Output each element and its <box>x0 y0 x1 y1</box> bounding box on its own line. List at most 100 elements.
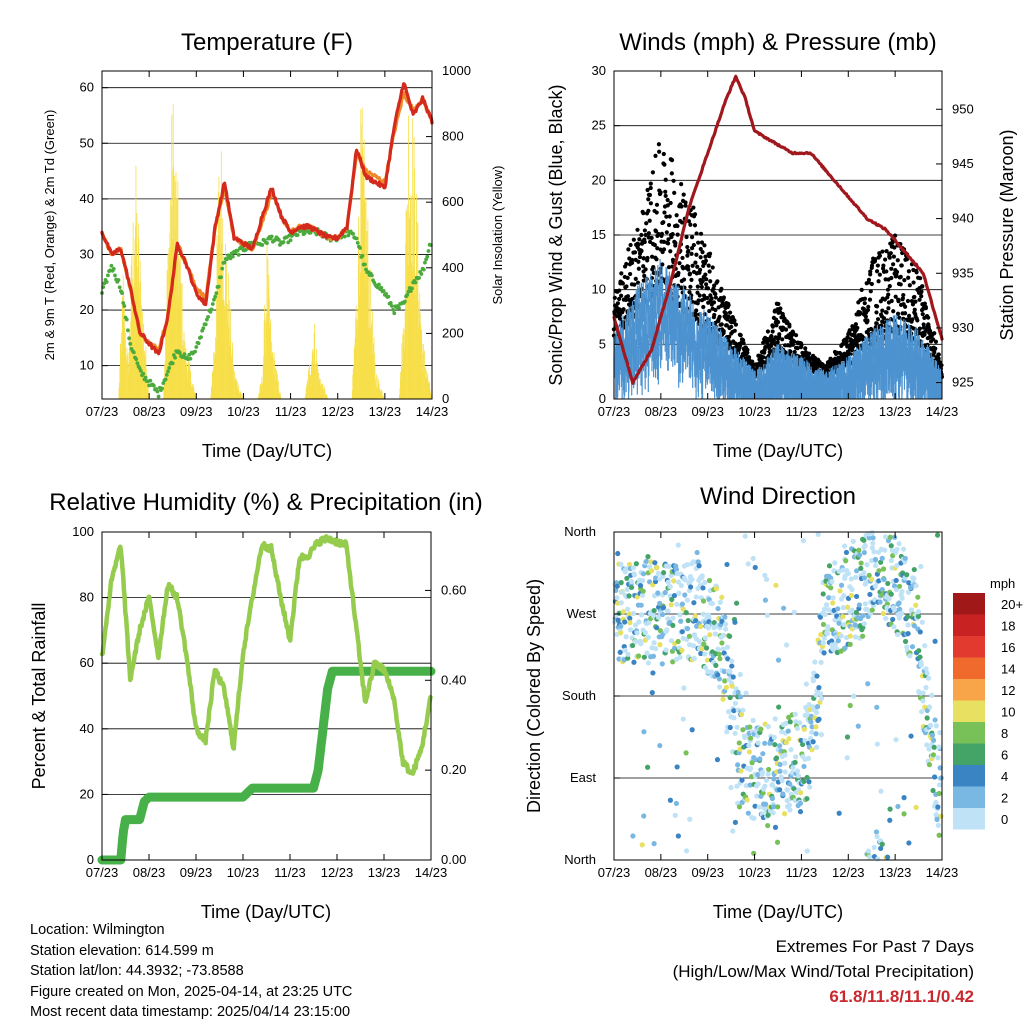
direction-point <box>847 633 853 639</box>
gust-point <box>780 337 785 342</box>
gust-point <box>777 332 782 337</box>
direction-point <box>880 610 886 617</box>
direction-point <box>763 777 770 783</box>
direction-point <box>711 619 717 626</box>
gust-point <box>914 270 919 275</box>
direction-point <box>925 675 932 681</box>
direction-point <box>916 648 922 654</box>
direction-point <box>675 542 681 548</box>
direction-point <box>869 545 875 551</box>
station-location: Location: Wilmington <box>30 922 165 938</box>
x-tick-label: 12/23 <box>321 865 354 880</box>
direction-point <box>752 564 758 571</box>
direction-point <box>784 787 791 793</box>
direction-point <box>901 811 907 817</box>
direction-point <box>897 606 903 612</box>
direction-point <box>657 742 663 749</box>
direction-point <box>885 580 891 587</box>
legend-label: 4 <box>1001 769 1008 784</box>
gust-point <box>694 308 699 313</box>
direction-point <box>713 662 719 668</box>
gust-point <box>711 300 717 305</box>
direction-point <box>820 640 826 646</box>
direction-point <box>860 633 866 639</box>
direction-point <box>674 764 680 770</box>
direction-point <box>936 790 942 797</box>
gust-point <box>662 162 667 167</box>
gust-point <box>795 346 800 351</box>
direction-point <box>911 566 917 573</box>
gust-point <box>776 319 781 325</box>
gust-point <box>617 296 622 302</box>
direction-point <box>627 627 634 633</box>
dewpoint-point <box>288 238 293 243</box>
dewpoint-point <box>156 394 161 399</box>
direction-point <box>841 543 848 549</box>
y2-tick-label: 1000 <box>442 63 471 78</box>
direction-point <box>840 605 846 611</box>
direction-point <box>660 570 667 576</box>
y2-tick-label: 800 <box>442 129 464 144</box>
direction-point <box>626 593 632 599</box>
direction-point <box>750 555 756 562</box>
direction-point <box>663 647 669 653</box>
direction-point <box>874 833 880 840</box>
legend-label: 10 <box>1001 705 1015 720</box>
direction-point <box>826 563 833 569</box>
direction-title: Wind Direction <box>700 483 856 510</box>
direction-point <box>777 743 783 749</box>
gust-point <box>643 232 648 238</box>
x-tick-label: 14/23 <box>416 404 449 419</box>
direction-point <box>724 729 730 735</box>
direction-point <box>724 561 730 568</box>
gust-point <box>703 258 709 263</box>
direction-point <box>809 729 815 735</box>
gust-point <box>692 212 698 217</box>
gust-point <box>719 322 724 327</box>
x-tick-label: 11/23 <box>275 404 307 419</box>
direction-point <box>716 651 722 657</box>
gust-point <box>917 326 922 331</box>
direction-point <box>894 631 901 638</box>
direction-point <box>849 607 855 613</box>
gust-point <box>849 348 854 353</box>
direction-point <box>894 546 900 553</box>
gust-point <box>750 359 755 364</box>
x-tick-label: 08/23 <box>645 404 678 419</box>
precipitation-series <box>97 666 436 865</box>
x-tick-label: 07/23 <box>86 865 119 880</box>
direction-point <box>618 623 624 629</box>
gust-point <box>680 255 685 261</box>
dewpoint-point <box>360 253 365 258</box>
gust-point <box>911 280 916 285</box>
gust-point <box>863 314 868 319</box>
direction-point <box>650 653 657 659</box>
y-tick-label: North <box>564 852 596 867</box>
direction-point <box>659 611 666 618</box>
direction-point <box>848 576 855 582</box>
gust-point <box>873 257 878 262</box>
gust-point <box>694 252 699 257</box>
gust-point <box>921 325 926 330</box>
direction-point <box>728 784 734 791</box>
gust-point <box>869 263 875 268</box>
gust-point <box>883 257 888 262</box>
direction-point <box>790 764 796 771</box>
direction-point <box>771 734 777 740</box>
gust-point <box>770 329 775 334</box>
direction-point <box>876 568 882 574</box>
direction-point <box>713 586 719 592</box>
direction-point <box>842 645 848 651</box>
direction-point <box>780 791 786 797</box>
direction-point <box>631 659 637 665</box>
direction-point <box>930 787 936 794</box>
gust-point <box>712 283 717 288</box>
direction-point <box>632 638 638 645</box>
gust-point <box>693 312 699 317</box>
dewpoint-point <box>222 260 227 265</box>
direction-point <box>800 537 807 544</box>
winds-title: Winds (mph) & Pressure (mb) <box>619 29 936 56</box>
temperature-xlabel: Time (Day/UTC) <box>202 441 332 461</box>
gust-point <box>687 271 693 276</box>
y2-tick-label: 930 <box>952 320 974 335</box>
